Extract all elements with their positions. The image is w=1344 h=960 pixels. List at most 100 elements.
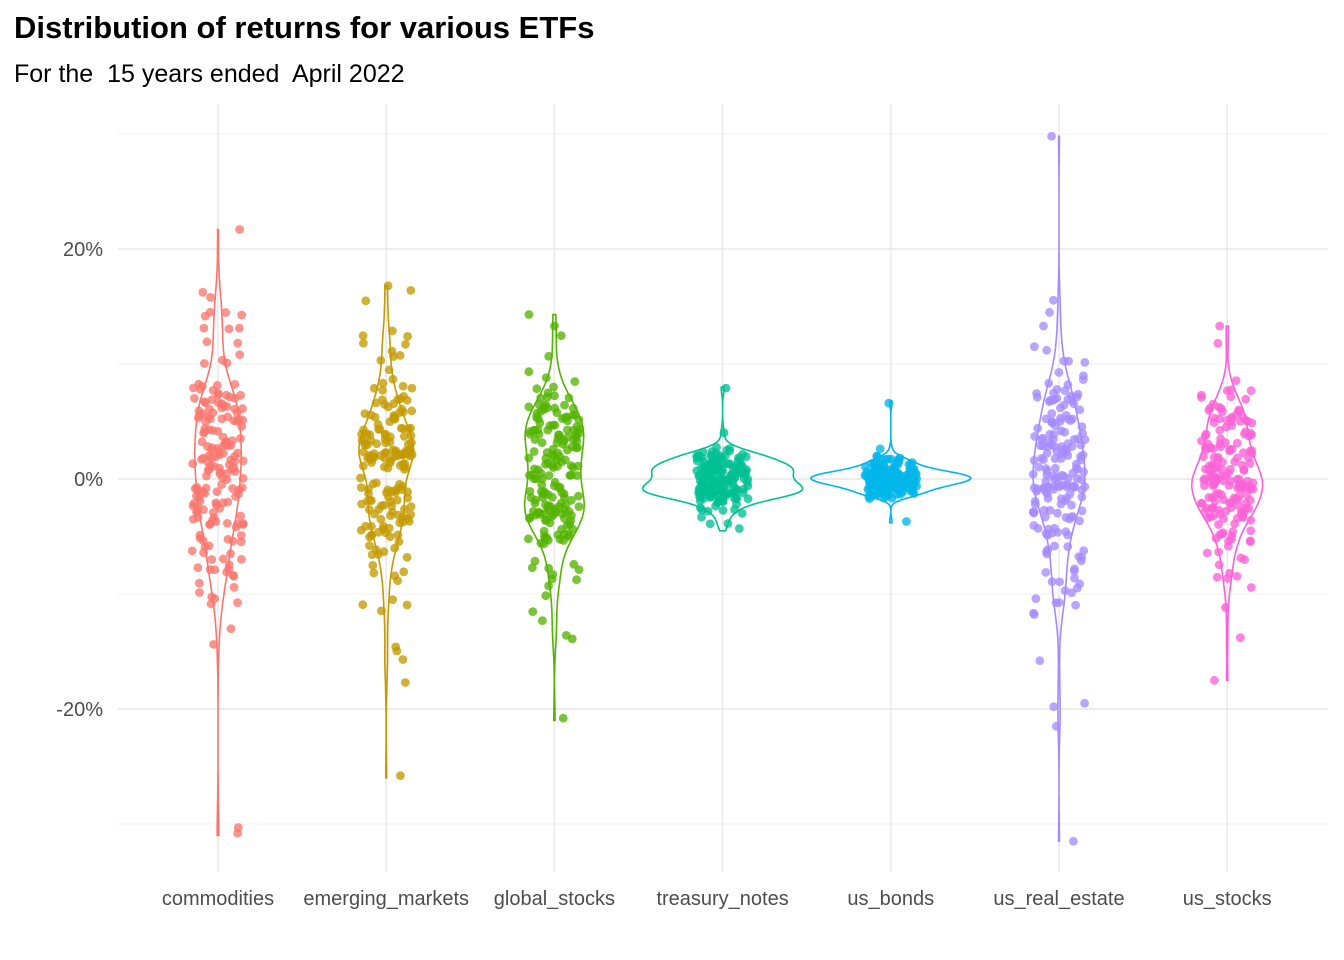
data-point xyxy=(717,454,727,464)
data-point xyxy=(1059,400,1069,410)
data-point xyxy=(888,484,897,493)
data-point xyxy=(568,410,578,420)
data-point xyxy=(1223,541,1233,551)
data-point xyxy=(237,310,247,320)
data-point xyxy=(1062,445,1072,455)
data-point xyxy=(377,606,386,616)
data-point xyxy=(1221,506,1231,516)
data-point xyxy=(742,465,751,475)
data-point xyxy=(1067,500,1076,510)
data-point xyxy=(532,384,542,394)
data-point xyxy=(211,452,220,461)
data-point xyxy=(1200,481,1209,490)
data-point xyxy=(234,415,244,424)
data-point xyxy=(210,565,220,575)
data-point xyxy=(719,482,728,491)
data-point xyxy=(193,563,203,573)
data-point xyxy=(524,402,534,412)
data-point xyxy=(1065,489,1075,499)
data-point xyxy=(399,432,409,441)
data-point xyxy=(406,431,416,441)
data-point xyxy=(1212,572,1222,582)
data-point xyxy=(379,547,389,556)
data-point xyxy=(363,496,372,506)
data-point xyxy=(1245,496,1255,505)
data-point xyxy=(1231,376,1241,385)
data-point xyxy=(1077,422,1087,431)
data-point xyxy=(1068,512,1078,522)
data-point xyxy=(1049,295,1058,305)
data-point xyxy=(400,504,409,514)
data-point xyxy=(885,474,894,484)
data-point xyxy=(1047,409,1057,418)
data-point xyxy=(906,486,916,496)
data-point xyxy=(235,350,245,360)
data-point xyxy=(368,561,378,570)
data-point xyxy=(530,426,540,435)
data-point xyxy=(572,436,582,446)
data-point xyxy=(1239,413,1248,423)
data-point xyxy=(1236,553,1246,563)
data-point xyxy=(570,377,580,386)
data-point xyxy=(530,464,539,474)
data-point xyxy=(369,568,379,578)
data-point xyxy=(218,498,228,508)
data-point xyxy=(192,507,201,517)
data-point xyxy=(235,323,244,333)
data-point xyxy=(718,496,728,506)
data-point xyxy=(194,379,204,389)
data-point xyxy=(1041,529,1051,538)
data-point xyxy=(358,461,368,471)
data-point xyxy=(1246,526,1256,536)
x-tick-label: treasury_notes xyxy=(656,888,788,910)
data-point xyxy=(872,467,882,477)
data-point xyxy=(545,502,555,511)
data-point xyxy=(1239,466,1249,475)
data-point xyxy=(544,563,554,573)
data-point xyxy=(398,381,408,391)
data-point xyxy=(1031,594,1041,603)
data-point xyxy=(385,532,395,542)
data-point xyxy=(1047,417,1057,427)
data-point xyxy=(1076,455,1086,465)
data-point xyxy=(1241,394,1251,404)
data-point xyxy=(358,331,368,340)
data-point xyxy=(1063,542,1073,551)
data-point xyxy=(725,459,734,469)
data-point xyxy=(1030,342,1039,351)
data-point xyxy=(569,426,578,435)
data-point xyxy=(1216,434,1225,444)
data-point xyxy=(539,526,549,536)
data-point xyxy=(369,383,379,393)
data-point xyxy=(363,484,373,494)
data-point xyxy=(1079,467,1088,477)
data-point xyxy=(1034,462,1044,472)
data-point xyxy=(236,531,246,540)
data-point xyxy=(1201,464,1210,474)
data-point xyxy=(1209,479,1219,489)
data-point xyxy=(536,468,546,478)
data-point xyxy=(204,465,214,474)
data-point xyxy=(365,532,374,542)
data-point xyxy=(721,383,731,393)
data-point xyxy=(211,498,221,508)
data-point xyxy=(395,461,405,470)
data-point xyxy=(732,499,741,509)
data-point xyxy=(560,505,570,515)
data-point xyxy=(1236,480,1246,490)
data-point xyxy=(1069,836,1078,846)
data-point xyxy=(541,591,551,601)
data-point xyxy=(550,321,559,331)
data-point xyxy=(384,365,394,375)
data-point xyxy=(1030,500,1040,509)
data-point xyxy=(213,390,223,400)
data-point xyxy=(387,501,397,511)
data-point xyxy=(705,493,715,502)
data-point xyxy=(541,453,551,463)
data-point xyxy=(1064,356,1073,366)
data-point xyxy=(1063,530,1073,540)
data-point xyxy=(574,491,583,501)
data-point xyxy=(365,541,374,550)
data-point xyxy=(1216,404,1226,413)
data-point xyxy=(718,505,728,515)
